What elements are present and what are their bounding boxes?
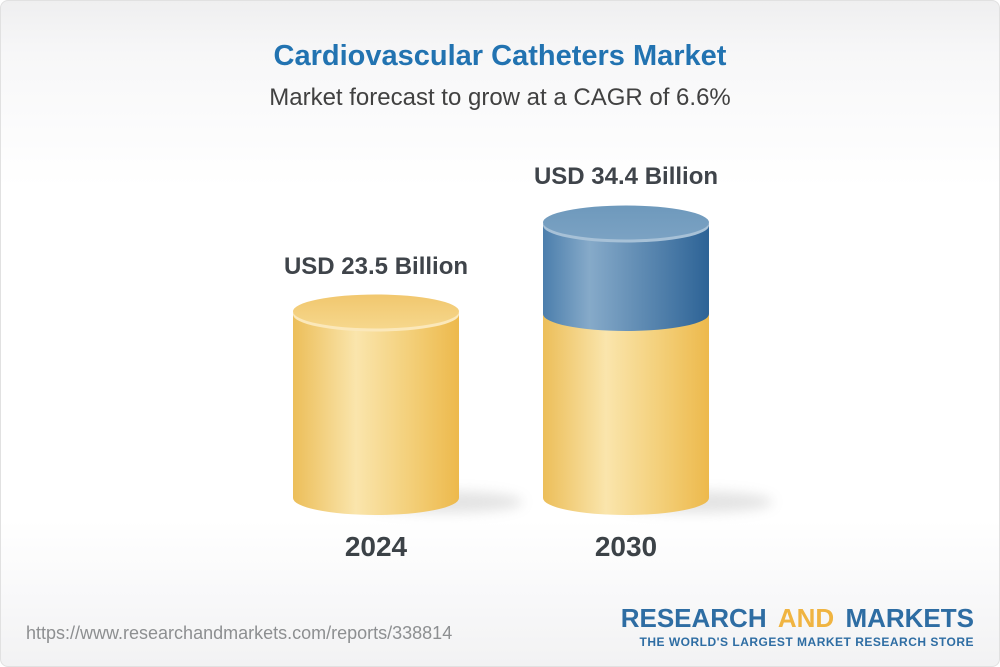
logo-word-and: AND [777, 603, 835, 633]
bar-2024-top-face [293, 294, 459, 329]
bar-2030-top-face [543, 205, 709, 240]
research-and-markets-logo[interactable]: RESEARCH AND MARKETS THE WORLD'S LARGEST… [621, 605, 974, 648]
bar-value-label-2030: USD 34.4 Billion [533, 163, 719, 190]
logo-wordmark: RESEARCH AND MARKETS [621, 605, 974, 631]
bar-2030-growth-segment [543, 223, 709, 331]
logo-tagline: THE WORLD'S LARGEST MARKET RESEARCH STOR… [639, 635, 974, 649]
logo-word-markets: MARKETS [845, 603, 974, 633]
chart-subtitle: Market forecast to grow at a CAGR of 6.6… [269, 84, 731, 111]
bar-2024-cylinder [293, 294, 459, 515]
category-label-2024: 2024 [344, 531, 408, 562]
bar-2030-cylinder [543, 205, 709, 515]
category-label-2030: 2030 [594, 531, 658, 562]
logo-word-research: RESEARCH [620, 603, 767, 633]
chart-title: Cardiovascular Catheters Market [273, 40, 727, 72]
report-url[interactable]: https://www.researchandmarkets.com/repor… [26, 623, 453, 643]
bar-2024-body [293, 312, 459, 515]
bar-value-label-2024: USD 23.5 Billion [283, 253, 469, 280]
bar-2030-base-segment [543, 314, 709, 515]
